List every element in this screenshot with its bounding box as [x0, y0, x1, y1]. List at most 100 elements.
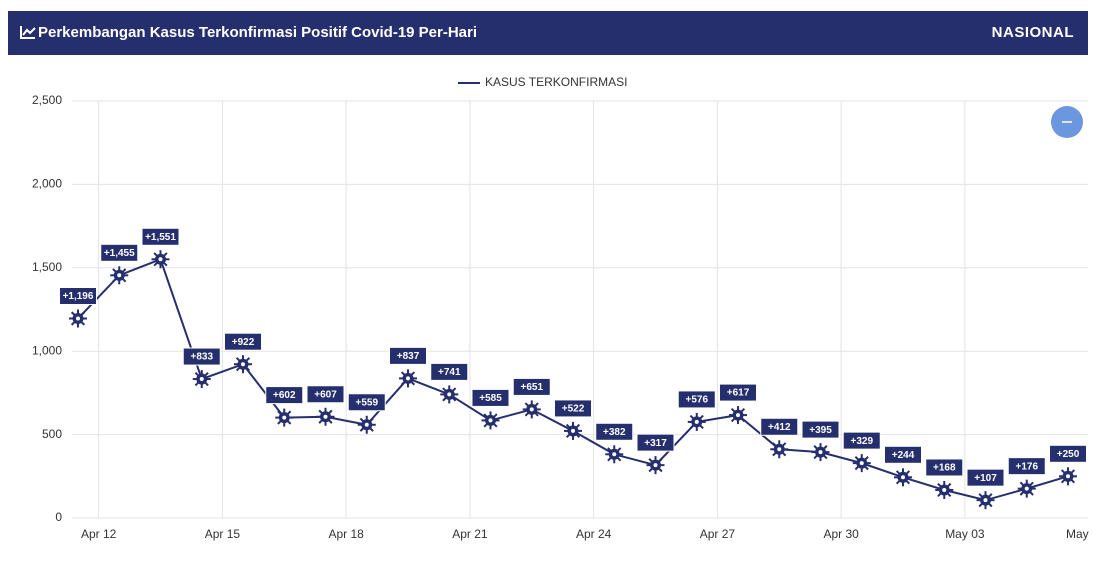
value-label-box	[389, 346, 427, 365]
virus-core	[942, 487, 947, 492]
virus-core	[529, 407, 534, 412]
virus-marker	[234, 355, 252, 374]
virus-marker	[399, 369, 417, 388]
value-label: +833	[190, 352, 213, 363]
x-tick-label: Apr 18	[328, 527, 364, 541]
virus-core	[983, 498, 988, 503]
virus-core	[199, 377, 204, 382]
legend-label: KASUS TERKONFIRMASI	[485, 75, 627, 89]
virus-marker	[69, 309, 87, 328]
virus-marker	[110, 266, 129, 285]
region-label: NASIONAL	[991, 24, 1074, 41]
value-label: +559	[355, 397, 378, 408]
x-tick-label: Apr 24	[576, 527, 612, 541]
value-label: +576	[685, 395, 708, 406]
virus-core	[323, 414, 328, 419]
virus-marker	[770, 440, 789, 459]
virus-core	[653, 463, 658, 468]
virus-marker	[440, 385, 459, 404]
virus-core	[406, 376, 410, 381]
value-label-box	[224, 332, 262, 351]
value-label-box	[595, 422, 634, 441]
x-tick-label: Apr 12	[81, 527, 117, 541]
value-label-box	[925, 458, 964, 477]
virus-marker	[275, 408, 294, 427]
x-tick-label: May	[1066, 527, 1089, 541]
virus-marker	[357, 415, 376, 434]
virus-core	[1066, 474, 1070, 479]
value-label-box	[265, 386, 304, 405]
virus-core	[694, 419, 699, 424]
value-label: +585	[479, 393, 502, 404]
virus-marker	[1017, 479, 1036, 498]
value-label-box	[430, 362, 469, 381]
value-label-box	[347, 393, 386, 412]
y-tick-label: 1,500	[32, 260, 62, 274]
value-label: +522	[562, 404, 585, 415]
virus-core	[447, 392, 452, 397]
virus-core	[571, 428, 575, 433]
value-label: +168	[933, 463, 956, 474]
value-label-box	[760, 417, 799, 436]
virus-core	[158, 257, 163, 262]
virus-marker	[192, 370, 211, 389]
value-label-box	[884, 445, 922, 464]
virus-core	[818, 450, 823, 455]
virus-marker	[481, 411, 500, 430]
x-tick-label: Apr 21	[452, 527, 488, 541]
value-label-box	[554, 399, 592, 418]
x-tick-label: May 03	[945, 527, 985, 541]
value-label: +395	[809, 425, 832, 436]
value-label-box	[141, 227, 180, 246]
chart-icon	[20, 26, 36, 39]
value-label: +922	[232, 337, 255, 348]
value-label: +617	[727, 388, 750, 399]
y-tick-label: 2,000	[32, 177, 62, 191]
x-tick-label: Apr 27	[700, 527, 736, 541]
value-label: +107	[974, 473, 997, 484]
virus-marker	[1059, 467, 1077, 486]
virus-core	[1024, 486, 1029, 491]
value-label-box	[100, 243, 139, 262]
y-tick-label: 1,000	[32, 343, 62, 357]
virus-marker	[894, 468, 912, 487]
value-label: +329	[850, 436, 873, 447]
value-label: +651	[520, 382, 543, 393]
virus-marker	[811, 443, 830, 462]
virus-marker	[729, 406, 747, 425]
value-label-box	[59, 287, 97, 306]
value-label: +317	[644, 438, 667, 449]
header-title: Perkembangan Kasus Terkonfirmasi Positif…	[38, 24, 478, 41]
value-label-box	[182, 347, 221, 366]
header: Perkembangan Kasus Terkonfirmasi Positif…	[8, 11, 1088, 55]
virus-core	[859, 461, 864, 466]
virus-core	[76, 316, 80, 321]
value-label: +741	[438, 367, 461, 378]
value-label-box	[719, 383, 757, 402]
value-label: +1,196	[63, 291, 94, 302]
value-label-box	[677, 390, 716, 409]
virus-marker	[564, 421, 582, 440]
virus-marker	[605, 445, 624, 464]
value-label-box	[801, 420, 840, 439]
value-label-box	[1049, 444, 1087, 463]
value-label-box	[306, 385, 345, 404]
value-label-box	[636, 433, 675, 452]
data-line	[77, 257, 1069, 502]
zoom-out-button[interactable]	[1051, 106, 1083, 138]
y-tick-label: 2,500	[32, 93, 62, 107]
y-tick-label: 500	[42, 427, 62, 441]
virus-marker	[316, 407, 335, 426]
value-label: +837	[397, 351, 420, 362]
virus-marker	[935, 480, 954, 499]
y-tick-label: 0	[55, 510, 62, 524]
value-label: +1,455	[104, 248, 135, 259]
virus-core	[282, 415, 287, 420]
virus-core	[117, 273, 122, 278]
virus-marker	[687, 412, 706, 431]
x-tick-label: Apr 30	[823, 527, 859, 541]
value-label: +176	[1015, 461, 1038, 472]
value-label-box	[512, 377, 551, 396]
virus-core	[488, 418, 493, 423]
